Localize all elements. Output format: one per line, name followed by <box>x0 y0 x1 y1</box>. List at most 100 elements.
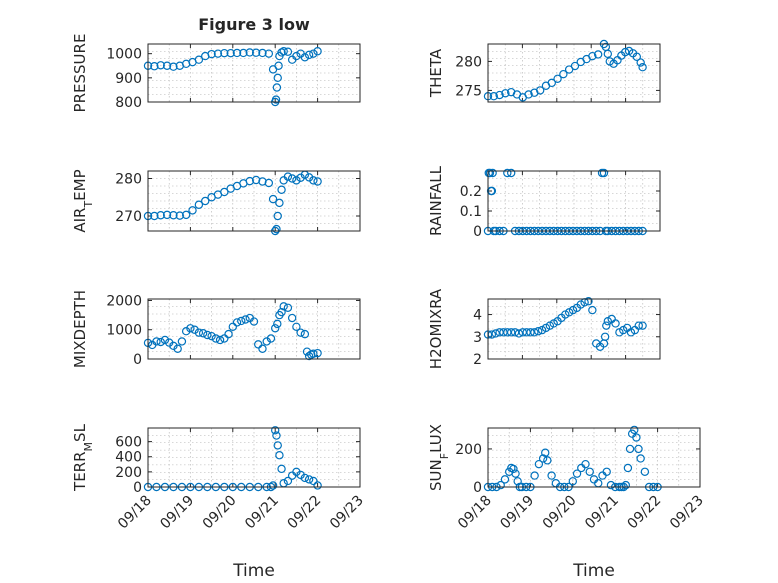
panel-1-data-point <box>169 62 178 71</box>
panel-4-ylabel: RAINFALL <box>427 165 445 236</box>
panel-6-data-point <box>638 321 647 330</box>
panel-1-data-point <box>313 47 322 56</box>
panel-1-ytick-label: 900 <box>115 71 142 87</box>
panel-7-axes-box <box>147 427 361 488</box>
panel-1-data-point <box>271 95 281 104</box>
panel-7-data-point <box>268 481 278 490</box>
panel-7-xtick-label: 09/23 <box>327 493 367 533</box>
panel-5-data-point <box>194 328 204 337</box>
panel-1-data-point <box>239 48 248 58</box>
panel-5-data-point <box>287 313 297 323</box>
panel-2-axes-box <box>487 43 661 103</box>
panel-2-ytick-label: 280 <box>455 54 482 70</box>
panel-5-data-point <box>313 348 322 358</box>
panel-4-axes-box <box>487 170 661 232</box>
panel-3-data-point <box>292 176 301 185</box>
panel-8-grid <box>488 428 700 487</box>
panel-7-xtick-label: 09/20 <box>200 493 240 533</box>
panel-1-data-point <box>279 47 288 56</box>
panel-5-data-point <box>300 329 310 339</box>
panel-7-xlabel: Time <box>232 561 275 581</box>
panel-8-data-point <box>572 469 582 478</box>
panel-4-ytick-label: 0 <box>473 224 482 240</box>
panel-7-xtick-label: 09/21 <box>242 493 282 533</box>
panel-6-data-point <box>514 329 524 338</box>
panel-3-data-point <box>264 178 274 188</box>
panel-3-data-point <box>150 211 159 221</box>
panel-6-data-point <box>526 328 535 337</box>
panel-5-data-point <box>262 337 271 346</box>
panel-7-data-point <box>272 431 281 440</box>
panel-8-data-point <box>632 433 641 442</box>
panel-8-axes-box <box>487 427 701 488</box>
panel-3-data-point <box>245 176 254 186</box>
panel-1-data-point <box>309 49 318 58</box>
panel-8-data-point <box>500 475 510 484</box>
panel-8-data-point <box>636 454 645 463</box>
panel-3-data-point <box>273 211 282 221</box>
panel-2-data-point <box>495 90 504 100</box>
panel-5-data-point <box>304 351 314 361</box>
panel-5-data-point <box>266 334 276 343</box>
panel-1-ytick-label: 1000 <box>106 47 142 63</box>
panel-3-data-point <box>169 211 178 220</box>
panel-7-xtick-label: 09/22 <box>285 493 325 533</box>
panel-2-data-point <box>535 86 545 95</box>
panel-2-grid <box>488 44 660 102</box>
panel-2-data-point <box>638 62 647 72</box>
panel-2-ytick-label: 275 <box>455 83 482 99</box>
panel-1-data-point <box>150 62 159 71</box>
panel-1-data-point <box>300 53 310 62</box>
panel-2-ylabel: THETA <box>427 48 445 98</box>
panel-1-data-point <box>264 49 274 58</box>
panel-8-data-point <box>623 463 633 473</box>
panel-3-data-point <box>313 177 322 186</box>
figure-title: Figure 3 low <box>198 15 310 34</box>
panel-2-data-point <box>588 51 597 61</box>
panel-4-data-point <box>488 168 497 178</box>
panel-2-data-point <box>593 50 603 59</box>
panel-7-data-point <box>313 481 322 490</box>
panel-8-xtick-label: 09/18 <box>455 493 495 533</box>
panel-6-ytick-label: 2 <box>473 352 482 368</box>
panel-8-data-point <box>538 454 548 463</box>
panel-5-data-point <box>198 329 208 338</box>
panel-7-ylabel: TERRMSL <box>71 423 95 492</box>
panel-7-data-point <box>271 426 280 435</box>
panel-5-data-point <box>232 318 242 327</box>
panel-6-ytick-label: 3 <box>473 330 482 346</box>
panel-5-data-point <box>309 349 318 358</box>
panel-3-ytick-label: 270 <box>115 209 142 225</box>
panel-8-ytick-label: 0 <box>473 480 482 496</box>
panel-5-data-point <box>283 303 293 312</box>
panel-8-data-point <box>640 467 650 476</box>
panel-1-data-point <box>272 83 282 92</box>
panel-5-ytick-label: 0 <box>133 352 142 368</box>
panel-8-xtick-label: 09/23 <box>667 493 707 533</box>
panel-5-data-point <box>224 329 233 339</box>
panel-3-data-point <box>162 210 172 220</box>
panel-2-data-point <box>489 91 498 101</box>
panel-6-data-point <box>602 321 611 330</box>
panel-5-data-point <box>169 341 178 351</box>
panel-1-data-point <box>213 49 223 58</box>
panel-1-data-point <box>207 49 216 59</box>
panel-7-data-point <box>304 475 314 484</box>
panel-7-ytick-label: 200 <box>115 465 142 481</box>
panel-4-data-point <box>503 168 512 178</box>
panel-1-data-point <box>273 73 282 83</box>
panel-8-data-point <box>606 480 616 490</box>
panel-6-data-point <box>600 332 610 341</box>
panel-8-data-point <box>543 456 552 465</box>
panel-8-ylabel: SUNFLUX <box>427 424 451 491</box>
panel-7-xtick-label: 09/19 <box>157 493 197 533</box>
panel-1-data-point <box>226 48 235 58</box>
panel-1-ytick-label: 800 <box>115 95 142 111</box>
panel-5-data-point <box>292 322 301 332</box>
panel-2-data-point <box>524 90 533 99</box>
panel-2-data-point <box>553 74 562 84</box>
panel-7-data-point <box>300 473 310 483</box>
panel-7-xtick-label: 09/18 <box>115 493 155 533</box>
panel-4-data-point <box>506 168 516 178</box>
panel-5-data-point <box>181 326 191 336</box>
